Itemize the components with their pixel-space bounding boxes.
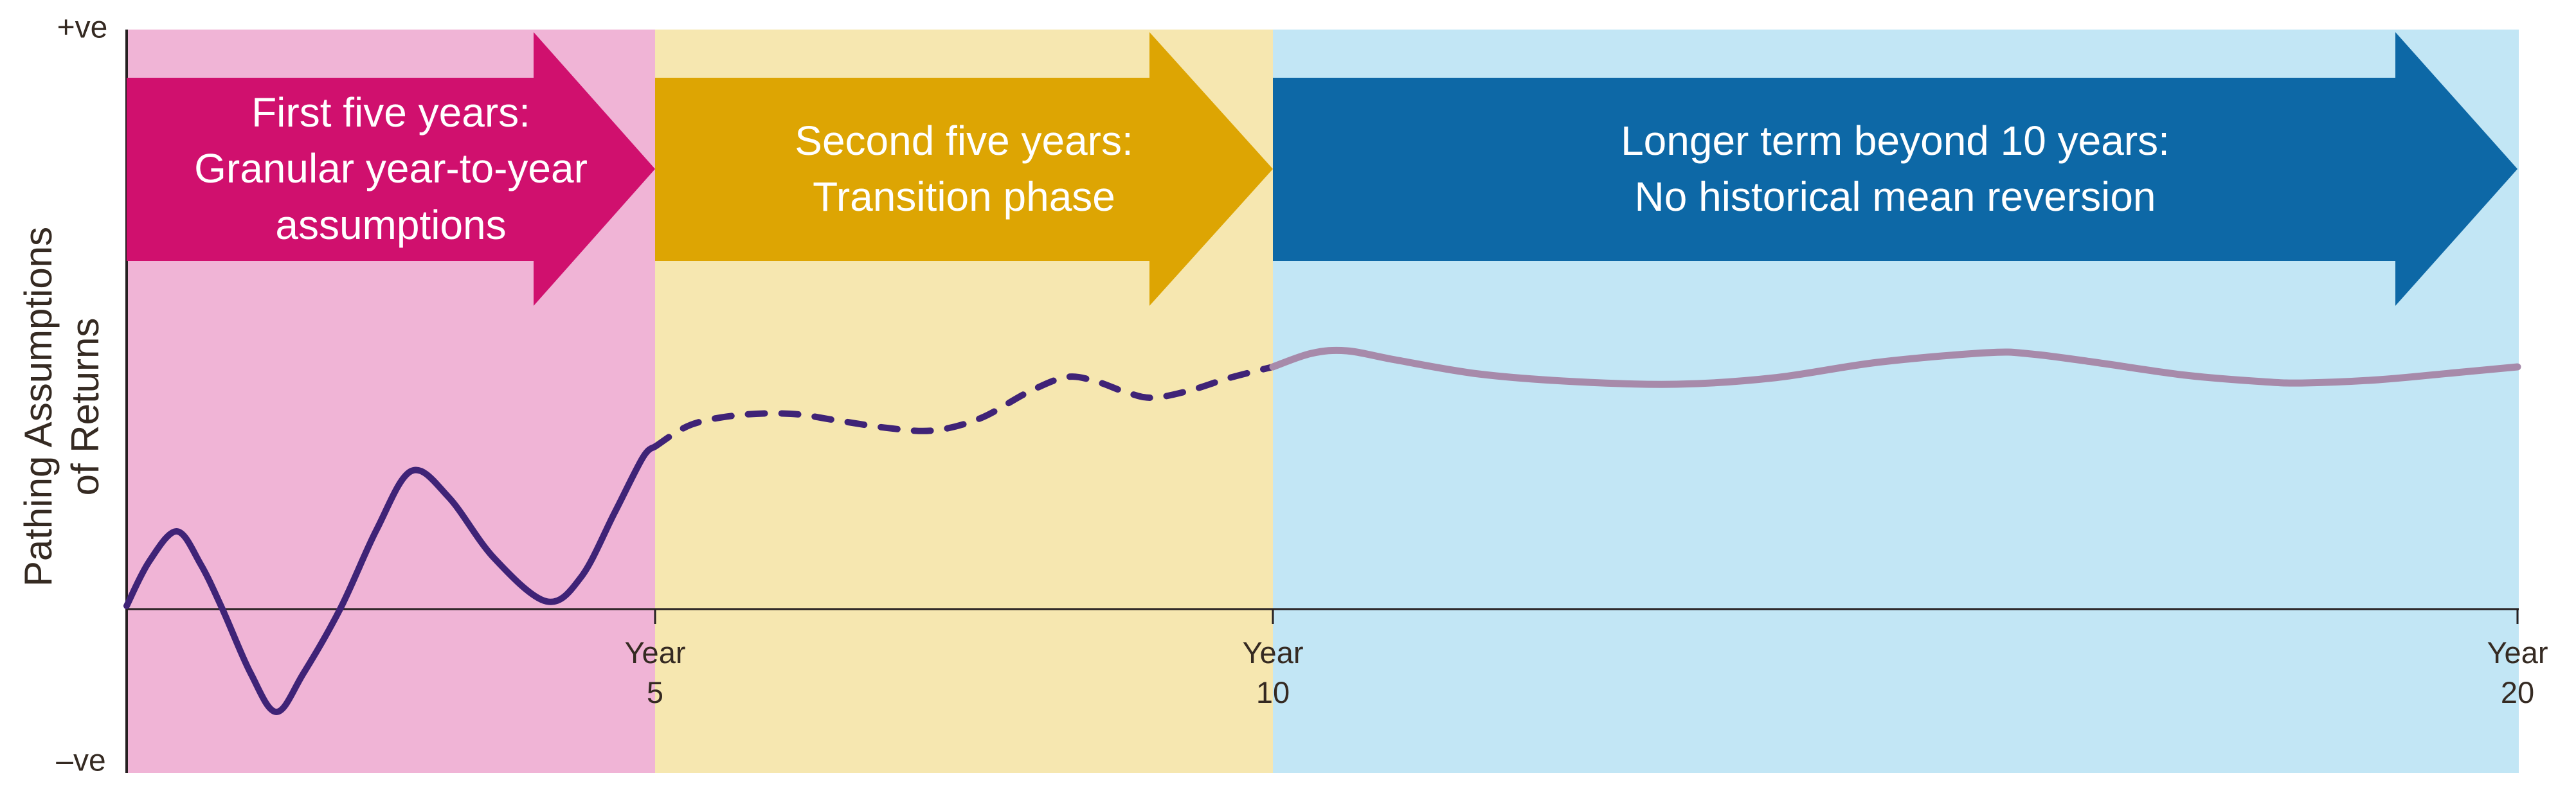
x-label-year-20: Year 20 [2487, 633, 2548, 713]
x-label-year-5: Year 5 [625, 633, 686, 713]
returns-curve-years-0-5 [123, 443, 658, 715]
phase-arrow-longer-term [1273, 32, 2517, 306]
phase-arrow-second-five-years [655, 32, 1273, 306]
phase-arrow-first-five-years [127, 32, 655, 306]
x-label-line: 10 [1256, 675, 1290, 710]
returns-curve-years-10-20 [1269, 346, 2521, 388]
returns-curve-years-5-10 [652, 364, 1276, 450]
y-axis-title-line-1: Pathing Assumptions [16, 226, 60, 587]
y-axis-title-line-2: of Returns [64, 317, 107, 496]
x-label-line: Year [1242, 635, 1304, 670]
x-label-line: Year [2487, 635, 2548, 670]
x-label-line: Year [624, 635, 686, 670]
x-label-year-10: Year 10 [1243, 633, 1304, 713]
x-label-line: 20 [2500, 675, 2535, 710]
y-axis-title: Pathing Assumptions of Returns [15, 227, 109, 587]
y-axis-negative-label: –ve [56, 743, 106, 778]
x-label-line: 5 [646, 675, 664, 710]
y-axis-positive-label: +ve [57, 10, 108, 45]
